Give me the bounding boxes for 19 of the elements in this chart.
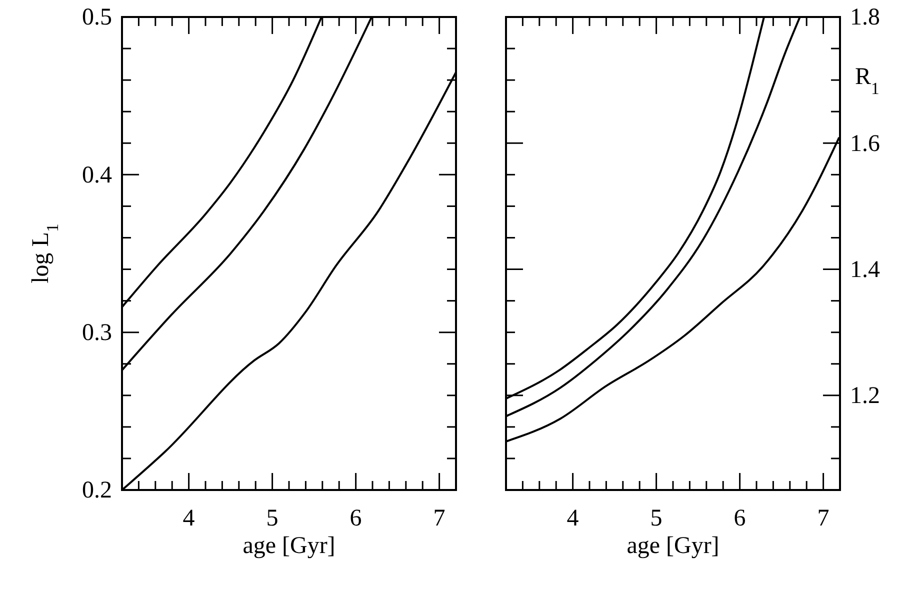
x-axis-title: age [Gyr] [242,533,336,559]
x-axis-title: age [Gyr] [626,533,720,559]
y2-tick-label: 1.6 [850,130,880,157]
x-tick-label: 6 [350,506,362,532]
y-tick-label: 0.4 [82,162,112,188]
x-tick-label: 4 [566,506,579,532]
x-tick-label: 4 [182,506,195,532]
x-tick-label: 6 [734,506,746,532]
y-tick-label: 0.2 [82,478,112,504]
x-tick-label: 5 [650,506,662,532]
y-tick-label: 0.5 [82,4,112,31]
x-tick-label: 5 [266,506,278,532]
x-tick-label: 7 [433,506,446,532]
y2-axis-title: R$_{1}$ [855,64,880,98]
y2-tick-label: 1.8 [850,4,880,31]
y2-tick-label: 1.4 [850,256,880,283]
y2-tick-label: 1.2 [850,383,880,410]
x-tick-label: 7 [817,506,830,532]
y-tick-label: 0.3 [82,320,112,346]
